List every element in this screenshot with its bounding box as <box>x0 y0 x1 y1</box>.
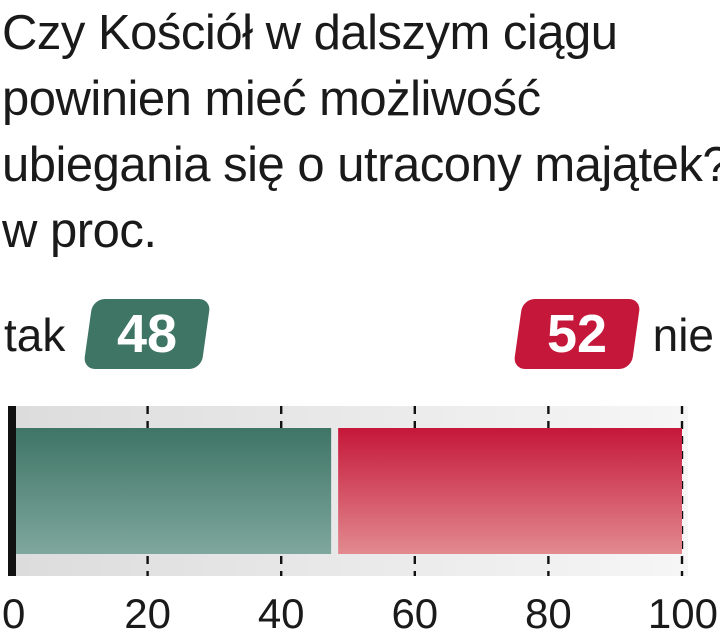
x-tick-label-0: 0 <box>2 590 25 637</box>
title-line-1: Czy Kościół w dalszym ciągu <box>2 6 618 60</box>
bar-tak <box>14 428 332 554</box>
zero-axis-line <box>8 406 16 576</box>
tak-value: 48 <box>116 304 178 364</box>
nie-value-badge: 52 <box>513 299 641 369</box>
title-line-2: powinien mieć możliwość <box>2 72 541 126</box>
title-line-3: ubiegania się o utracony majątek? <box>2 138 720 192</box>
nie-label: nie <box>652 309 714 361</box>
x-tick-label-80: 80 <box>525 590 572 637</box>
bar-layer <box>14 428 682 554</box>
tick-layer: 0 20 40 60 80 100 <box>2 590 718 637</box>
x-tick-label-20: 20 <box>124 590 171 637</box>
x-tick-label-100: 100 <box>648 590 718 637</box>
x-tick-label-40: 40 <box>258 590 305 637</box>
stacked-bar-chart: 0 20 40 60 80 100 <box>2 406 718 637</box>
tak-label: tak <box>4 309 66 361</box>
legend-row: tak 48 52 nie <box>0 296 720 376</box>
x-tick-label-60: 60 <box>391 590 438 637</box>
bar-nie <box>338 428 682 554</box>
tak-value-badge: 48 <box>83 299 211 369</box>
chart-title: Czy Kościół w dalszym ciągu powinien mie… <box>2 0 720 264</box>
title-unit: w proc. <box>2 204 157 258</box>
nie-value: 52 <box>546 304 608 364</box>
